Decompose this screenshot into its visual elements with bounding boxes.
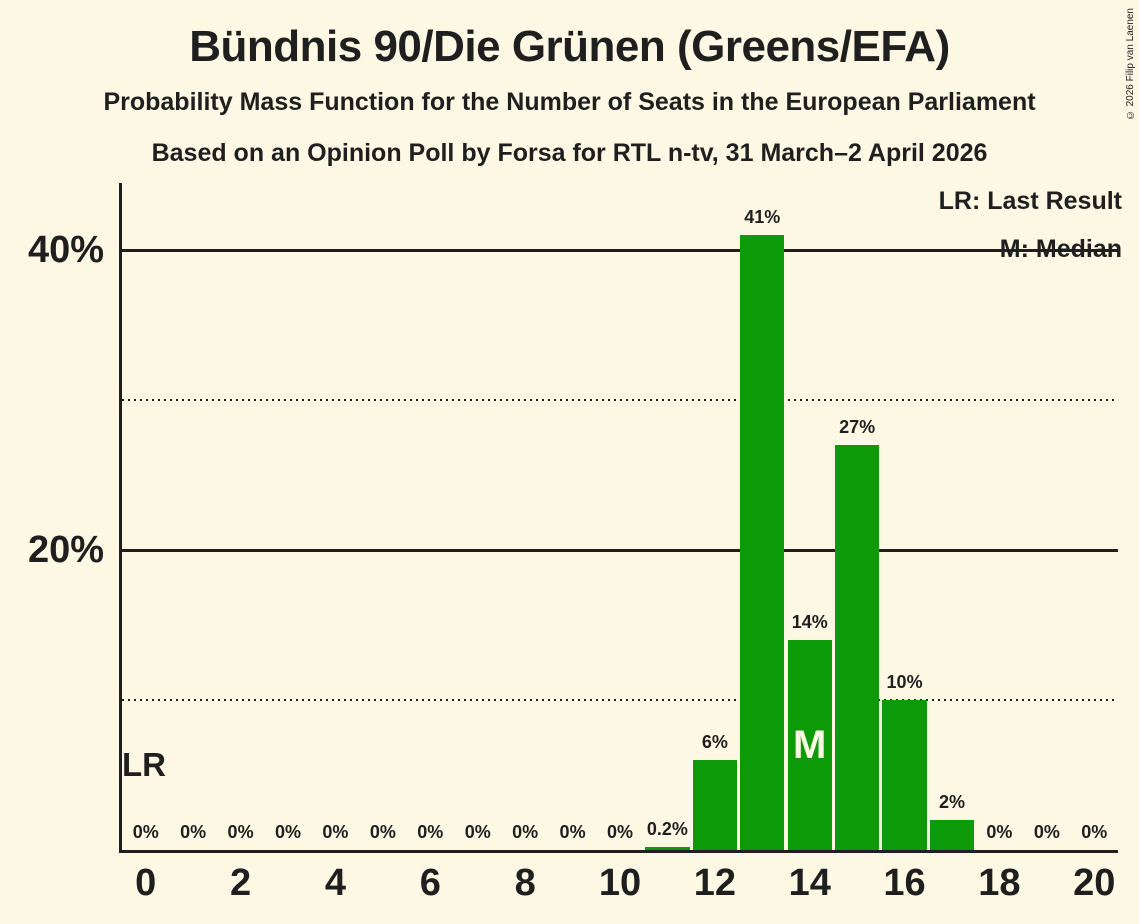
bar-seat-14 bbox=[787, 640, 832, 850]
x-tick-6: 6 bbox=[419, 862, 441, 904]
bar-seat-17 bbox=[929, 820, 975, 850]
bar-seat-12 bbox=[692, 760, 738, 850]
last-result-marker: LR bbox=[122, 746, 166, 783]
value-label-seat-13: 41% bbox=[744, 207, 781, 228]
x-tick-10: 10 bbox=[598, 862, 642, 904]
x-tick-20: 20 bbox=[1073, 862, 1116, 904]
value-label-seat-17: 2% bbox=[938, 792, 966, 813]
bar-seat-16 bbox=[882, 700, 927, 850]
x-tick-2: 2 bbox=[229, 862, 252, 904]
value-label-seat-19: 0% bbox=[1033, 822, 1060, 842]
x-tick-18: 18 bbox=[978, 862, 1021, 904]
x-tick-4: 4 bbox=[324, 862, 346, 904]
value-label-seat-11: 0.2% bbox=[646, 819, 688, 840]
poll-details: Based on an Opinion Poll by Forsa for RT… bbox=[151, 139, 988, 167]
x-tick-12: 12 bbox=[693, 862, 736, 904]
value-label-seat-10: 0% bbox=[606, 822, 634, 842]
x-tick-8: 8 bbox=[514, 862, 536, 904]
copyright-notice: © 2026 Filip van Laenen bbox=[1125, 8, 1136, 121]
value-label-seat-6: 0% bbox=[417, 822, 444, 842]
value-label-seat-0: 0% bbox=[132, 822, 159, 842]
y-tick-40%: 40% bbox=[27, 229, 104, 272]
value-label-seat-14: 14% bbox=[791, 612, 828, 633]
legend-last-result: LR: Last Result bbox=[938, 187, 1122, 215]
gridline-dotted-10 bbox=[122, 699, 1118, 702]
chart-subtitle: Probability Mass Function for the Number… bbox=[103, 88, 1036, 116]
plot-area: M 0% 0% 0% 0% 0% 0% 0% 0% 0% 0% 0% 0.2% 6% 41% 14% 27% 1… bbox=[119, 183, 1118, 853]
y-tick-20%: 20% bbox=[27, 529, 104, 572]
value-label-seat-4: 0% bbox=[322, 822, 349, 842]
value-label-seat-12: 6% bbox=[701, 732, 728, 753]
median-marker: M bbox=[793, 723, 827, 768]
chart-title: Bündnis 90/Die Grünen (Greens/EFA) bbox=[189, 22, 950, 71]
value-label-seat-2: 0% bbox=[227, 822, 254, 842]
value-label-seat-1: 0% bbox=[180, 822, 207, 842]
x-tick-0: 0 bbox=[135, 862, 157, 904]
value-label-seat-3: 0% bbox=[274, 822, 302, 842]
gridline-dotted-30 bbox=[122, 399, 1118, 402]
bar-seat-11 bbox=[645, 847, 690, 850]
bar-seat-15 bbox=[834, 445, 880, 850]
value-label-seat-7: 0% bbox=[464, 822, 491, 842]
value-label-seat-15: 27% bbox=[839, 417, 876, 438]
value-label-seat-9: 0% bbox=[559, 822, 586, 842]
x-tick-14: 14 bbox=[788, 862, 831, 904]
value-label-seat-16: 10% bbox=[886, 672, 923, 693]
value-label-seat-18: 0% bbox=[986, 822, 1013, 842]
value-label-seat-5: 0% bbox=[369, 822, 396, 842]
value-label-seat-20: 0% bbox=[1081, 822, 1108, 842]
x-tick-16: 16 bbox=[883, 862, 926, 904]
gridline-solid-40 bbox=[122, 248, 1118, 252]
bar-seat-13 bbox=[740, 235, 785, 850]
gridline-solid-20 bbox=[122, 548, 1118, 552]
x-axis-labels: 0 2 4 6 8 10 12 14 16 18 20 bbox=[122, 862, 1118, 912]
value-label-seat-8: 0% bbox=[512, 822, 539, 842]
